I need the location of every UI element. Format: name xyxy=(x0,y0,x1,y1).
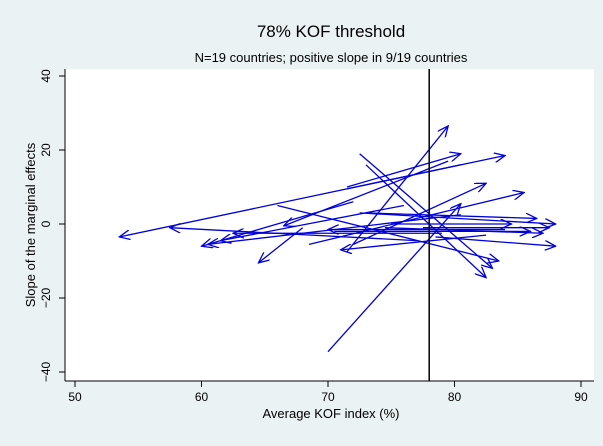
x-tick-label: 80 xyxy=(448,390,462,404)
y-tick-label: 20 xyxy=(39,143,53,157)
chart-title: 78% KOF threshold xyxy=(257,22,405,41)
chart-subtitle: N=19 countries; positive slope in 9/19 c… xyxy=(195,50,468,65)
x-tick-label: 70 xyxy=(321,390,335,404)
arrow-mark xyxy=(284,160,449,226)
arrow-mark xyxy=(346,154,461,188)
plot-area xyxy=(65,69,594,381)
arrow-mark xyxy=(341,234,487,250)
arrow-marks xyxy=(119,126,556,353)
arrow-mark xyxy=(353,183,486,245)
x-axis-label: Average KOF index (%) xyxy=(262,406,399,421)
arrow-mark xyxy=(384,227,543,234)
arrow-mark xyxy=(365,212,537,219)
x-tick-label: 60 xyxy=(195,390,209,404)
arrow-mark xyxy=(220,204,405,241)
arrow-mark xyxy=(365,164,486,278)
y-tick-label: −40 xyxy=(39,361,53,382)
arrow-mark xyxy=(258,227,304,263)
arrow-mark xyxy=(277,204,498,262)
arrow-mark xyxy=(359,212,556,224)
x-tick-label: 50 xyxy=(68,390,82,404)
x-tick-label: 90 xyxy=(574,390,588,404)
y-axis-ticks: −40 −20 0 20 40 xyxy=(39,69,65,382)
x-axis-ticks: 50 60 70 80 90 xyxy=(68,381,588,404)
arrow-mark xyxy=(308,193,524,245)
y-tick-label: −20 xyxy=(39,287,53,308)
y-axis-label: Slope of the marginal effects xyxy=(23,142,38,307)
y-tick-label: 0 xyxy=(39,220,53,227)
arrow-mark xyxy=(346,156,505,190)
y-tick-label: 40 xyxy=(39,69,53,83)
